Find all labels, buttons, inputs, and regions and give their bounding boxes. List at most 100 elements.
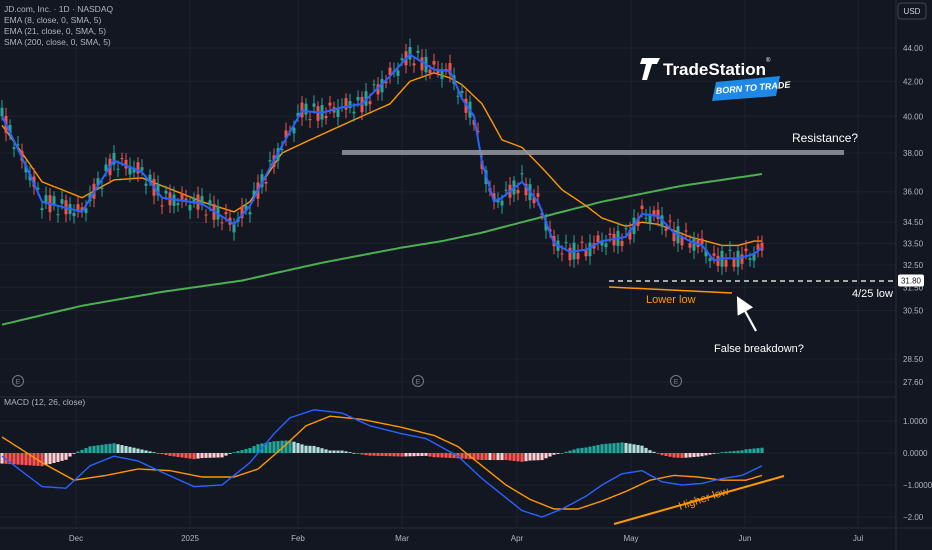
candle-body — [520, 173, 524, 175]
candle-body — [112, 152, 116, 165]
candle-body — [648, 213, 652, 223]
macd-histogram-bar — [640, 445, 644, 453]
macd-histogram-bar — [652, 451, 656, 453]
macd-histogram-bar — [392, 453, 396, 457]
candle-body — [756, 244, 760, 250]
candle-body — [56, 214, 60, 216]
macd-histogram-bar — [340, 450, 344, 453]
candle-body — [740, 254, 744, 264]
macd-histogram-bar — [464, 453, 468, 459]
time-tick-label: Jul — [853, 534, 863, 543]
candle-body — [408, 46, 412, 60]
price-tick-label: 44.00 — [903, 44, 924, 53]
candle-body — [436, 69, 440, 74]
macd-histogram — [0, 440, 764, 467]
candle-body — [284, 130, 288, 138]
macd-histogram-bar — [612, 443, 616, 453]
price-tick-label: 38.00 — [903, 149, 924, 158]
macd-histogram-bar — [752, 448, 756, 453]
macd-histogram-bar — [448, 453, 452, 458]
candle-body — [752, 252, 756, 261]
candle-body — [248, 212, 252, 215]
macd-histogram-bar — [500, 453, 504, 461]
macd-histogram-bar — [240, 450, 244, 453]
macd-histogram-bar — [600, 444, 604, 453]
candle-body — [760, 242, 764, 251]
candle-body — [672, 230, 676, 242]
candle-body — [568, 247, 572, 261]
currency-button[interactable]: USD — [897, 2, 927, 20]
macd-histogram-bar — [104, 444, 108, 453]
candle-body — [0, 107, 4, 117]
ema8-path — [1, 53, 763, 262]
earnings-markers[interactable]: E E E — [12, 375, 682, 387]
macd-histogram-bar — [564, 451, 568, 453]
macd-histogram-bar — [576, 448, 580, 453]
ema8-line — [1, 53, 763, 262]
candle-body — [232, 223, 236, 233]
macd-histogram-bar — [152, 452, 156, 454]
candle-body — [136, 162, 140, 174]
candle-body — [120, 158, 124, 160]
macd-histogram-bar — [80, 449, 84, 453]
candle-body — [316, 106, 320, 121]
macd-histogram-bar — [248, 448, 252, 453]
macd-histogram-bar — [244, 449, 248, 453]
svg-text:E: E — [674, 379, 679, 386]
macd-histogram-bar — [720, 452, 724, 453]
macd-histogram-bar — [100, 444, 104, 453]
price-tick-label: 30.50 — [903, 306, 924, 315]
macd-histogram-bar — [628, 443, 632, 453]
candle-body — [308, 119, 312, 121]
macd-histogram-bar — [176, 453, 180, 457]
candle-body — [116, 168, 120, 170]
macd-histogram-bar — [700, 453, 704, 457]
macd-histogram-bar — [228, 453, 232, 454]
macd-histogram-bar — [632, 444, 636, 453]
macd-histogram-bar — [88, 446, 92, 453]
candle-body — [208, 200, 212, 206]
candle-body — [192, 197, 196, 204]
macd-histogram-bar — [756, 448, 760, 453]
candle-body — [296, 112, 300, 117]
macd-histogram-bar — [508, 453, 512, 461]
sma200-legend: SMA (200, close, 0, SMA, 5) — [4, 37, 111, 47]
price-axis[interactable]: 44.00 42.00 40.00 38.00 36.00 34.50 33.50 32.50… — [903, 44, 924, 387]
macd-histogram-bar — [172, 453, 176, 457]
candle-body — [584, 249, 588, 257]
lower-low-trendline — [608, 286, 733, 294]
macd-histogram-bar — [684, 453, 688, 458]
candle-body — [384, 81, 388, 84]
candle-body — [72, 212, 76, 217]
macd-histogram-bar — [536, 453, 540, 461]
macd-histogram-bar — [552, 453, 556, 455]
macd-lines — [1, 409, 763, 518]
candle-body — [432, 61, 436, 65]
earnings-marker: E — [12, 375, 24, 387]
earnings-marker: E — [670, 375, 682, 387]
macd-axis[interactable]: 1.0000 0.0000 −1.0000 −2.00 — [903, 417, 932, 522]
candle-body — [460, 91, 464, 93]
candle-body — [124, 159, 128, 169]
candle-body — [36, 187, 40, 190]
candle-body — [420, 57, 424, 71]
time-tick-label: May — [623, 534, 638, 543]
macd-histogram-bar — [728, 451, 732, 453]
macd-histogram-bar — [460, 453, 464, 459]
candle-body — [664, 228, 668, 231]
candle-body — [40, 208, 44, 211]
macd-histogram-bar — [428, 453, 432, 457]
candle-body — [456, 95, 460, 97]
candle-body — [8, 124, 12, 135]
macd-histogram-bar — [12, 453, 16, 465]
time-axis[interactable]: Dec 2025 Feb Mar Apr May Jun Jul — [69, 534, 863, 543]
macd-histogram-bar — [284, 440, 288, 453]
candle-body — [188, 204, 192, 211]
macd-histogram-bar — [348, 452, 352, 453]
macd-histogram-bar — [140, 449, 144, 453]
candle-body — [304, 103, 308, 115]
ema21-legend: EMA (21, close, 0, SMA, 5) — [4, 26, 106, 36]
candle-body — [412, 63, 416, 66]
candle-body — [596, 235, 600, 243]
